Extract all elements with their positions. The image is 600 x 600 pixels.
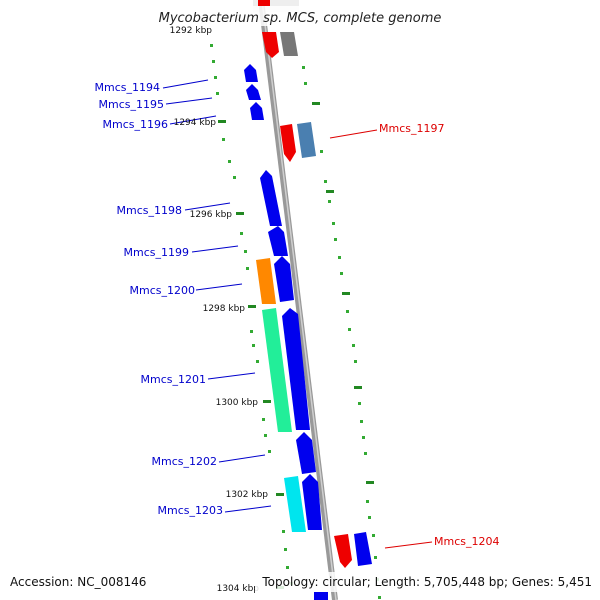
tick-label-1294: 1294 kbp	[174, 118, 217, 128]
gene-mmcs-1201-partner[interactable]	[282, 308, 310, 430]
tick-label-1292: 1292 kbp	[170, 26, 213, 36]
gene-mmcs-1199[interactable]	[268, 226, 288, 256]
gene-top-grey[interactable]	[280, 32, 298, 56]
tick-label-1296: 1296 kbp	[190, 210, 233, 220]
gene-mmcs-1201[interactable]	[262, 308, 292, 432]
gene-mmcs-1203-partner[interactable]	[302, 474, 322, 530]
genome-backbone	[258, 0, 338, 600]
outer-tick-dots	[302, 66, 381, 599]
gene-top-red-cap[interactable]	[258, 0, 270, 6]
gene-mmcs-1204[interactable]	[334, 534, 352, 568]
gene-label-mmcs-1195[interactable]: Mmcs_1195	[99, 98, 164, 111]
gene-mmcs-1195[interactable]	[246, 84, 261, 100]
gene-label-mmcs-1203[interactable]: Mmcs_1203	[158, 504, 223, 517]
gene-mmcs-1198[interactable]	[260, 170, 282, 226]
gene-label-mmcs-1204[interactable]: Mmcs_1204	[434, 535, 499, 548]
gene-mmcs-1200-partner[interactable]	[274, 256, 294, 302]
gene-mmcs-1196[interactable]	[250, 102, 264, 120]
gene-label-mmcs-1202[interactable]: Mmcs_1202	[152, 455, 217, 468]
gene-bottom-partial[interactable]	[314, 592, 328, 600]
gene-label-mmcs-1198[interactable]: Mmcs_1198	[117, 204, 182, 217]
tick-label-1304: 1304 kbp	[217, 584, 260, 594]
accession-text: Accession: NC_008146	[10, 575, 146, 589]
genome-title: Mycobacterium sp. MCS, complete genome	[159, 11, 442, 26]
genome-backbone-highlight	[261, 0, 337, 600]
genome-summary-text: Topology: circular; Length: 5,705,448 bp…	[261, 575, 592, 589]
gene-label-mmcs-1200[interactable]: Mmcs_1200	[130, 284, 195, 297]
gene-label-mmcs-1196[interactable]: Mmcs_1196	[103, 118, 168, 131]
gene-label-leaders	[162, 79, 433, 549]
gene-mmcs-1200[interactable]	[256, 258, 276, 304]
tick-label-1302: 1302 kbp	[226, 490, 269, 500]
title-backdrop	[150, 6, 450, 26]
gene-label-mmcs-1197[interactable]: Mmcs_1197	[379, 122, 444, 135]
tick-label-1298: 1298 kbp	[203, 304, 246, 314]
outer-major-ticks	[312, 102, 374, 484]
gene-top-red[interactable]	[262, 32, 279, 58]
gene-label-mmcs-1199[interactable]: Mmcs_1199	[124, 246, 189, 259]
gene-label-mmcs-1201[interactable]: Mmcs_1201	[141, 373, 206, 386]
tick-label-1300: 1300 kbp	[216, 398, 259, 408]
gene-label-mmcs-1194[interactable]: Mmcs_1194	[95, 81, 160, 94]
gene-mmcs-1203[interactable]	[284, 476, 306, 532]
gene-mmcs-1204-partner[interactable]	[354, 532, 372, 566]
gene-mmcs-1194[interactable]	[244, 64, 258, 82]
gene-mmcs-1197[interactable]	[280, 124, 296, 162]
footer-backdrop	[255, 572, 600, 592]
gene-mmcs-1202[interactable]	[296, 432, 316, 474]
gene-mmcs-1197-partner[interactable]	[297, 122, 316, 158]
